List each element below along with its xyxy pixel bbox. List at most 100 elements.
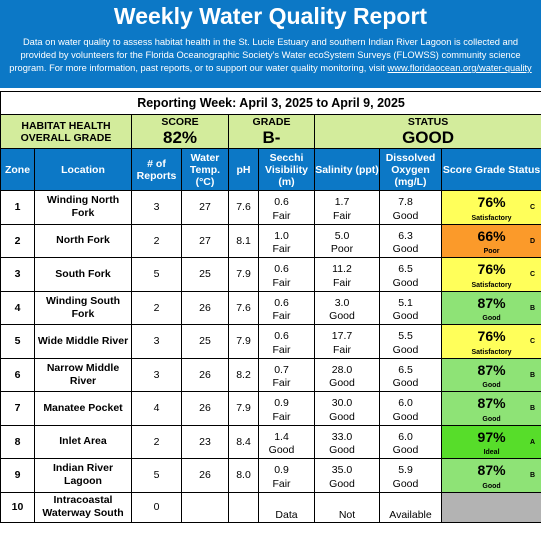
secchi-value: 0.6	[274, 196, 289, 208]
table-row: 3 South Fork 5 25 7.9 0.6 Fair 11.2 Fair 6.5 Good 7…	[0, 257, 541, 292]
oxygen-rating: Good	[392, 477, 419, 490]
score-cell: 76% C Satisfactory	[440, 190, 541, 225]
secchi-rating: Fair	[272, 276, 291, 289]
summary-row: HABITAT HEALTH OVERALL GRADE SCORE 82% G…	[0, 114, 541, 149]
reports-cell: 4	[131, 391, 182, 426]
temp-cell: 27	[181, 190, 229, 225]
location-cell: Inlet Area	[34, 424, 132, 459]
status-label: STATUS	[407, 116, 449, 128]
score-status: Good	[482, 382, 501, 389]
secchi-cell: 0.7 Fair	[258, 357, 315, 392]
salinity-rating: Fair	[332, 209, 352, 222]
table-row: 6 Narrow Middle River 3 26 8.2 0.7 Fair 28.0 Goo…	[0, 357, 541, 392]
zone-cell: 4	[0, 290, 35, 325]
oxygen-cell: 6.0 Good	[379, 424, 442, 459]
score-percent: 87%	[477, 462, 506, 478]
habitat-label-line1: HABITAT HEALTH	[21, 119, 111, 132]
col-salinity: Salinity (ppt)	[314, 148, 380, 191]
oxygen-rating: Good	[392, 343, 419, 356]
description-text: Data on water quality to assess habitat …	[9, 37, 521, 73]
secchi-value: 0.6	[274, 263, 289, 275]
col-score-grade-status: Score Grade Status	[440, 148, 541, 191]
website-link[interactable]: www.floridaocean.org/water-quality	[387, 63, 532, 73]
salinity-cell: 28.0 Good	[314, 357, 380, 392]
oxygen-cell: 6.3 Good	[379, 223, 442, 258]
score-grade: C	[530, 204, 536, 211]
salinity-cell: 1.7 Fair	[314, 190, 380, 225]
oxygen-rating: Good	[392, 444, 419, 456]
table-row: 1 Winding North Fork 3 27 7.6 0.6 Fair 1.7 Fair 7…	[0, 190, 541, 225]
secchi-value: 1.4	[274, 430, 289, 443]
secchi-cell: 0.6 Fair	[258, 290, 315, 325]
ph-cell: 8.0	[228, 458, 259, 493]
oxygen-rating: Good	[392, 377, 419, 389]
secchi-cell: 0.6 Fair	[258, 324, 315, 359]
col-location: Location	[34, 148, 132, 191]
no-data-score-cell	[440, 491, 541, 523]
grade-label: GRADE	[252, 116, 291, 128]
ph-cell: 7.9	[228, 391, 259, 426]
table-row: 5 Wide Middle River 3 25 7.9 0.6 Fair 17.7 Fair 5…	[0, 324, 541, 359]
score-grade: B	[530, 405, 536, 412]
table-row: 4 Winding South Fork 2 26 7.6 0.6 Fair 3.0 Good 5…	[0, 290, 541, 325]
score-percent: 87%	[477, 294, 506, 311]
salinity-rating: Fair	[332, 343, 352, 356]
salinity-value: 17.7	[331, 330, 353, 342]
zone-cell: 10	[0, 491, 35, 523]
score-grade: B	[530, 304, 536, 312]
zone-cell: 1	[0, 190, 35, 225]
secchi-value: 0.9	[274, 397, 289, 409]
salinity-rating: Fair	[332, 276, 352, 289]
score-percent: 66%	[477, 227, 506, 244]
zone-cell: 2	[0, 223, 35, 258]
reports-cell: 2	[131, 290, 182, 325]
score-percent: 97%	[477, 428, 506, 445]
temp-cell: 26	[181, 290, 229, 325]
oxygen-value: 5.9	[398, 464, 413, 476]
zone-cell: 9	[0, 458, 35, 493]
secchi-rating: Fair	[272, 343, 291, 356]
salinity-value: 1.7	[334, 196, 350, 208]
secchi-rating: Fair	[272, 243, 291, 255]
col-reports: # of Reports	[131, 148, 182, 191]
salinity-cell: 5.0 Poor	[314, 223, 380, 258]
oxygen-value: 5.5	[398, 330, 413, 342]
column-header-row: Zone Location # of Reports Water Temp. (…	[0, 148, 541, 191]
score-percent: 76%	[477, 194, 506, 210]
temp-cell: 26	[181, 357, 229, 392]
oxygen-value: 6.0	[398, 397, 413, 409]
salinity-cell: 3.0 Good	[314, 290, 380, 325]
ph-cell	[228, 491, 259, 523]
col-ph: pH	[228, 148, 259, 191]
overall-score: SCORE 82%	[131, 114, 229, 149]
score-status: Good	[482, 482, 501, 490]
reports-cell: 3	[131, 357, 182, 392]
table-row: 2 North Fork 2 27 8.1 1.0 Fair 5.0 Poor 6.3 Good 66…	[0, 223, 541, 258]
habitat-label-line2: OVERALL GRADE	[20, 131, 112, 144]
habitat-health-label: HABITAT HEALTH OVERALL GRADE	[0, 114, 132, 149]
salinity-value: 5.0	[334, 229, 350, 242]
score-status: Satisfactory	[471, 214, 512, 222]
secchi-value: 0.6	[274, 296, 289, 309]
oxygen-rating: Good	[392, 310, 419, 322]
reports-cell: 5	[131, 458, 182, 493]
secchi-rating: Good	[268, 444, 295, 456]
report-title: Weekly Water Quality Report	[113, 3, 428, 29]
location-cell: Indian River Lagoon	[34, 458, 132, 493]
score-cell: 87% B Good	[440, 391, 541, 426]
status-value: GOOD	[402, 128, 455, 147]
secchi-rating: Fair	[272, 477, 291, 490]
location-cell: North Fork	[34, 223, 132, 258]
score-grade: A	[530, 438, 536, 446]
score-grade: B	[530, 472, 536, 479]
score-status: Good	[482, 415, 501, 423]
table-row: 7 Manatee Pocket 4 26 7.9 0.9 Fair 30.0 Good 6.0 G…	[0, 391, 541, 426]
score-cell: 97% A Ideal	[440, 424, 541, 459]
score-cell: 87% B Good	[440, 357, 541, 392]
salinity-value: 3.0	[334, 296, 350, 309]
secchi-rating: Fair	[272, 310, 291, 322]
temp-cell: 23	[181, 424, 229, 459]
temp-cell: 27	[181, 223, 229, 258]
secchi-cell: 0.6 Fair	[258, 190, 315, 225]
overall-status: STATUS GOOD	[313, 114, 541, 149]
